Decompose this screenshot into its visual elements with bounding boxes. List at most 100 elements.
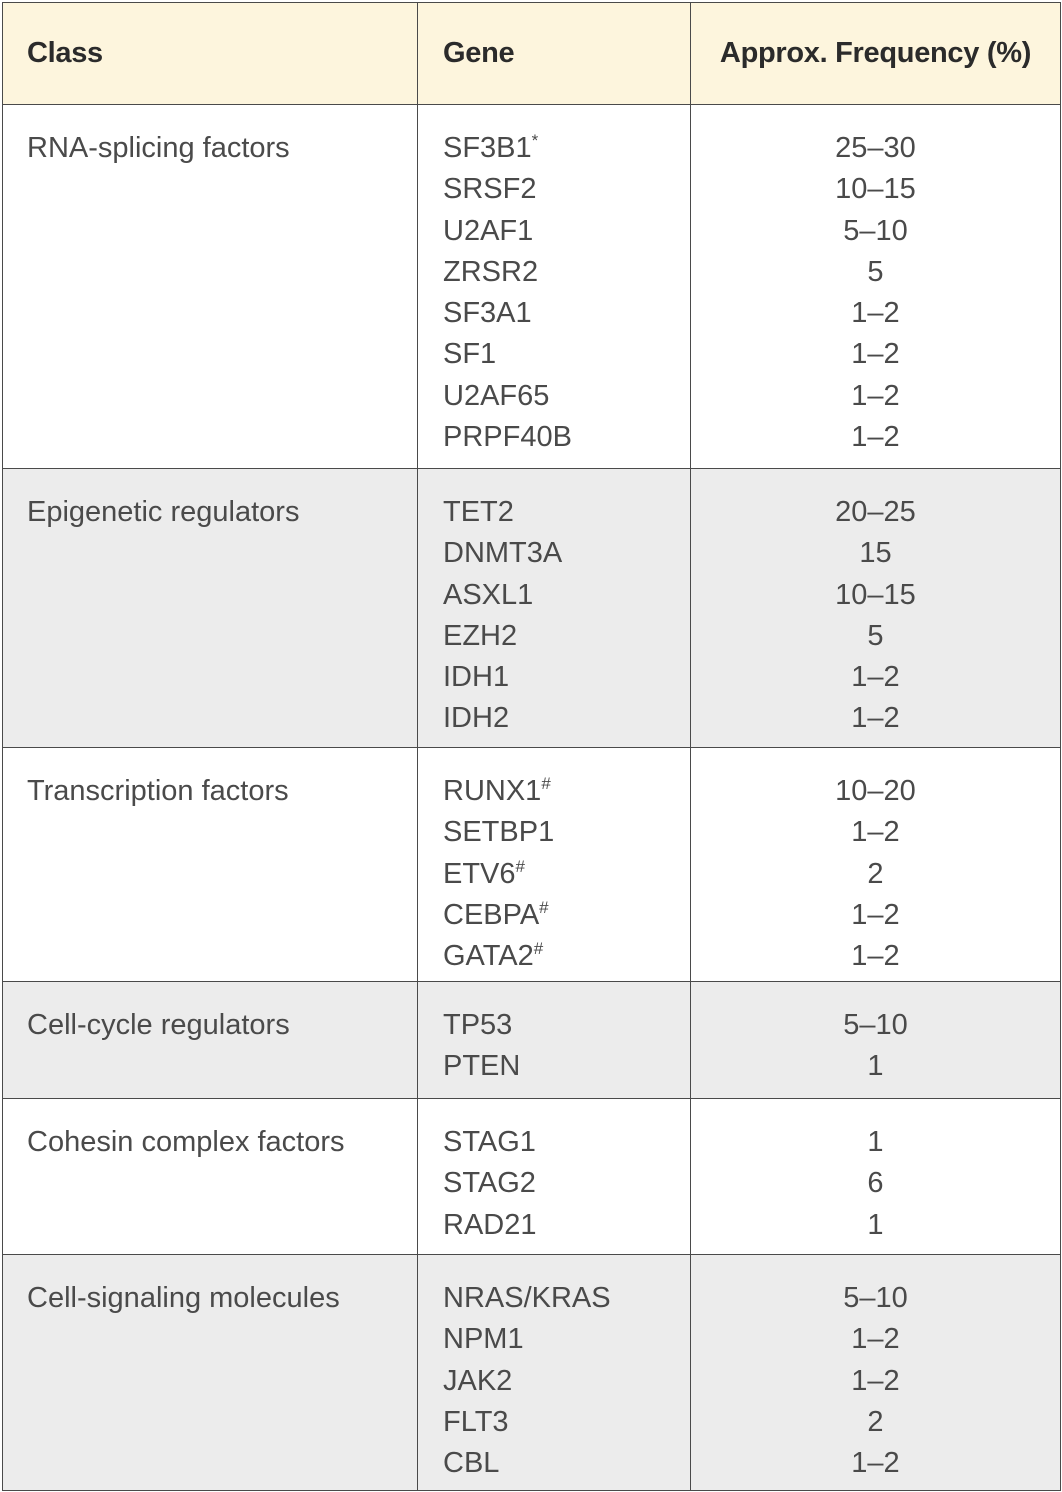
table-row: RNA-splicing factors SF3B1* SRSF2 U2AF1 ZRSR… xyxy=(2,104,1061,469)
frequency-cell: 25–30 10–15 5–10 5 1–2 1–2 1–2 1–2 xyxy=(690,104,1061,469)
gene-name: ZRSR2 xyxy=(443,255,539,288)
gene-entry: PRPF40B xyxy=(443,417,690,458)
table-row: Transcription factors RUNX1# SETBP1 ETV6# CE… xyxy=(2,747,1061,982)
gene-entry: ASXL1 xyxy=(443,575,690,616)
footnote-mark: * xyxy=(531,131,539,150)
frequency-value: 10–15 xyxy=(835,173,916,206)
gene-entry: JAK2 xyxy=(443,1361,690,1402)
gene-name: SETBP1 xyxy=(443,816,555,849)
gene-name: PRPF40B xyxy=(443,421,572,454)
frequency-value: 5–10 xyxy=(843,1009,908,1041)
gene-entry: TET2 xyxy=(443,492,690,533)
gene-entry: EZH2 xyxy=(443,616,690,657)
gene-name: RUNX1 xyxy=(443,775,542,807)
class-cell: Cell-signaling molecules xyxy=(2,1254,418,1491)
header-frequency: Approx. Frequency (%) xyxy=(690,2,1061,105)
gene-entry: SRSF2 xyxy=(443,169,690,210)
class-label: Cell-cycle regulators xyxy=(27,1009,290,1041)
frequency-value: 2 xyxy=(867,857,884,890)
gene-name: CEBPA xyxy=(443,898,540,931)
frequency-value: 1–2 xyxy=(851,940,900,973)
class-cell: RNA-splicing factors xyxy=(2,104,418,469)
gene-entry: RAD21 xyxy=(443,1205,690,1246)
gene-name: NPM1 xyxy=(443,1323,524,1356)
gene-name: TP53 xyxy=(443,1009,513,1041)
class-label: Cell-signaling molecules xyxy=(27,1282,340,1314)
header-row: Class Gene Approx. Frequency (%) xyxy=(2,2,1061,105)
frequency-value: 1–2 xyxy=(851,702,900,735)
class-cell: Cell-cycle regulators xyxy=(2,981,418,1099)
frequency-value: 15 xyxy=(859,537,892,570)
frequency-value: 1 xyxy=(867,1208,884,1241)
gene-cell: NRAS/KRAS NPM1 JAK2 FLT3 CBL xyxy=(417,1254,691,1491)
header-class: Class xyxy=(2,2,418,105)
frequency-value: 5 xyxy=(867,255,884,288)
header-gene: Gene xyxy=(417,2,691,105)
frequency-value: 5–10 xyxy=(843,1282,908,1314)
gene-entry: STAG1 xyxy=(443,1122,690,1163)
gene-entry: CEBPA# xyxy=(443,895,690,936)
gene-entry: SF3A1 xyxy=(443,293,690,334)
frequency-value: 1–2 xyxy=(851,338,900,371)
table-row: Cell-signaling molecules NRAS/KRAS NPM1 JAK… xyxy=(2,1254,1061,1491)
frequency-value: 1 xyxy=(867,1126,884,1158)
gene-name: STAG1 xyxy=(443,1126,536,1158)
gene-name: GATA2 xyxy=(443,940,534,973)
footnote-mark: # xyxy=(541,774,551,793)
gene-entry: DNMT3A xyxy=(443,533,690,574)
frequency-value: 1–2 xyxy=(851,1447,900,1480)
gene-entry: U2AF65 xyxy=(443,376,690,417)
gene-cell: RUNX1# SETBP1 ETV6# CEBPA# GATA2# xyxy=(417,747,691,982)
gene-entry: SF3B1* xyxy=(443,128,690,169)
frequency-value: 5 xyxy=(867,619,884,652)
frequency-value: 1 xyxy=(867,1050,884,1083)
frequency-value: 1–2 xyxy=(851,898,900,931)
gene-name: PTEN xyxy=(443,1050,521,1083)
footnote-mark: # xyxy=(533,939,544,959)
frequency-cell: 10–20 1–2 2 1–2 1–2 xyxy=(690,747,1061,982)
gene-name: TET2 xyxy=(443,496,514,528)
gene-name: STAG2 xyxy=(443,1167,536,1200)
gene-name: DNMT3A xyxy=(443,537,563,570)
frequency-value: 10–15 xyxy=(835,578,916,611)
frequency-value: 1–2 xyxy=(851,297,900,330)
gene-name: U2AF1 xyxy=(443,214,534,247)
gene-name: JAK2 xyxy=(443,1364,513,1397)
frequency-cell: 5–10 1 xyxy=(690,981,1061,1099)
frequency-value: 20–25 xyxy=(835,496,916,528)
frequency-value: 25–30 xyxy=(835,132,916,164)
frequency-cell: 1 6 1 xyxy=(690,1098,1061,1255)
frequency-value: 2 xyxy=(867,1405,884,1438)
gene-entry: SETBP1 xyxy=(443,812,690,853)
class-label: Epigenetic regulators xyxy=(27,496,300,528)
gene-entry: FLT3 xyxy=(443,1402,690,1443)
gene-entry: RUNX1# xyxy=(443,771,690,812)
gene-name: U2AF65 xyxy=(443,379,550,412)
table-row: Cohesin complex factors STAG1 STAG2 RAD21 1 6… xyxy=(2,1098,1061,1255)
gene-entry: PTEN xyxy=(443,1046,690,1087)
gene-cell: STAG1 STAG2 RAD21 xyxy=(417,1098,691,1255)
gene-name: IDH1 xyxy=(443,661,510,694)
gene-cell: TP53 PTEN xyxy=(417,981,691,1099)
gene-entry: CBL xyxy=(443,1443,690,1484)
gene-name: ASXL1 xyxy=(443,578,534,611)
gene-entry: SF1 xyxy=(443,334,690,375)
gene-name: ETV6 xyxy=(443,857,516,890)
gene-entry: U2AF1 xyxy=(443,211,690,252)
footnote-mark: # xyxy=(539,897,549,917)
frequency-value: 1–2 xyxy=(851,421,900,454)
gene-name: CBL xyxy=(443,1447,500,1480)
table-row: Epigenetic regulators TET2 DNMT3A ASXL1 EZH2… xyxy=(2,468,1061,748)
gene-name: NRAS/KRAS xyxy=(443,1282,611,1314)
gene-name: SF1 xyxy=(443,338,497,371)
gene-name: RAD21 xyxy=(443,1208,537,1241)
frequency-value: 10–20 xyxy=(835,775,916,807)
frequency-cell: 5–10 1–2 1–2 2 1–2 xyxy=(690,1254,1061,1491)
table-row: Cell-cycle regulators TP53 PTEN 5–10 1 xyxy=(2,981,1061,1099)
gene-cell: SF3B1* SRSF2 U2AF1 ZRSR2 SF3A1 SF1 U2AF65 PRPF4… xyxy=(417,104,691,469)
gene-name: SF3A1 xyxy=(443,297,532,330)
gene-entry: NPM1 xyxy=(443,1319,690,1360)
frequency-cell: 20–25 15 10–15 5 1–2 1–2 xyxy=(690,468,1061,748)
frequency-value: 1–2 xyxy=(851,379,900,412)
